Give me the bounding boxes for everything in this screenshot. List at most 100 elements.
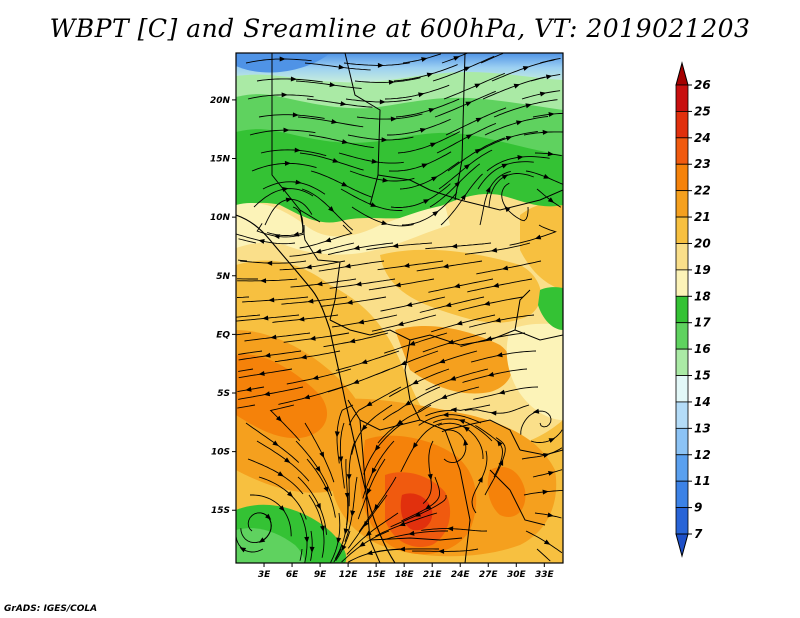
streamline	[482, 76, 546, 100]
streamline	[520, 410, 552, 435]
streamline	[344, 476, 358, 542]
streamline	[425, 242, 492, 250]
lon-tick-label: 3E	[258, 570, 271, 580]
map-title: WBPT [C] and Sreamline at 600hPa, VT: 20…	[49, 14, 751, 43]
colorbar-swatch	[675, 454, 689, 482]
streamline-arrowhead	[494, 317, 501, 323]
streamline-arrowhead	[440, 394, 448, 399]
streamline	[475, 131, 538, 154]
streamline-arrowhead	[534, 234, 542, 240]
streamline	[238, 238, 257, 244]
streamline	[440, 173, 483, 226]
streamline-arrowhead	[451, 243, 458, 249]
streamline	[318, 260, 385, 272]
streamline	[480, 53, 504, 64]
streamline	[399, 161, 460, 190]
colorbar-label: 15	[694, 369, 711, 383]
streamline	[431, 314, 496, 333]
lat-tick-label: 5N	[216, 272, 230, 282]
streamline-arrowhead	[548, 471, 555, 476]
streamline-arrowhead	[361, 359, 368, 364]
streamline-arrowhead	[331, 119, 338, 124]
streamline	[443, 72, 505, 100]
streamline-arrowhead	[496, 352, 503, 358]
streamline	[256, 440, 310, 482]
streamline-arrowhead	[406, 302, 413, 307]
streamline-arrowhead	[399, 546, 406, 552]
streamline-arrowhead	[453, 56, 460, 61]
streamline	[339, 422, 345, 489]
streamline-arrowhead	[363, 520, 369, 528]
latitude-axis: 20N 15N 10N 5N EQ 5S 10S 15S	[210, 96, 236, 516]
streamline-arrowhead	[517, 155, 524, 160]
lon-tick-label: 18E	[395, 570, 415, 580]
streamline	[323, 332, 389, 348]
streamline	[441, 429, 467, 464]
streamline-arrowhead	[522, 66, 530, 71]
streamline	[258, 114, 325, 119]
streamline-arrowhead	[418, 92, 425, 98]
lat-tick-label: 10S	[211, 448, 230, 458]
colorbar-max-arrow	[675, 61, 689, 86]
streamline-arrowhead	[357, 319, 365, 325]
streamline-arrowhead	[428, 108, 435, 113]
streamline	[349, 170, 415, 182]
map-frame	[235, 52, 564, 564]
streamline	[447, 137, 505, 172]
streamline	[421, 528, 488, 532]
streamline-arrowhead	[539, 91, 547, 97]
streamline-arrowhead	[366, 401, 373, 407]
streamline-arrowhead	[258, 371, 265, 376]
streamline-arrowhead	[400, 360, 407, 366]
streamline	[310, 530, 313, 561]
streamline-arrowhead	[374, 504, 380, 511]
streamline-arrowhead	[316, 281, 323, 287]
streamline-arrowhead	[501, 265, 509, 271]
streamline-arrowhead	[442, 263, 449, 269]
streamline-arrowhead	[547, 197, 555, 203]
streamline-arrowhead	[542, 489, 549, 495]
streamline-arrowhead	[497, 440, 503, 447]
streamline-arrowhead	[477, 476, 483, 483]
streamline-arrowhead	[463, 66, 471, 72]
streamline	[464, 404, 530, 414]
field-16c-southwest	[236, 528, 305, 563]
streamline	[488, 173, 534, 208]
streamline	[437, 422, 484, 459]
streamline-arrowhead	[501, 163, 508, 169]
streamline-arrowhead	[525, 103, 532, 109]
field-19c-band	[236, 202, 450, 255]
streamline	[401, 476, 441, 522]
streamline-arrowhead	[294, 147, 301, 153]
streamline-arrowhead	[390, 116, 397, 122]
streamline-arrowhead	[258, 239, 265, 244]
lat-tick-label: 15N	[210, 155, 231, 165]
streamline-arrowhead	[304, 536, 310, 543]
field-17c-east	[538, 287, 563, 330]
streamline-arrowhead	[424, 504, 432, 510]
streamline-arrowhead	[262, 315, 269, 321]
streamline-arrowhead	[284, 457, 291, 463]
colorbar-label: 22	[694, 184, 711, 198]
streamline	[290, 278, 357, 288]
streamline-arrowhead	[277, 471, 284, 477]
streamline	[236, 332, 252, 336]
streamline	[334, 494, 349, 560]
streamline-arrowhead	[349, 338, 356, 344]
streamline-arrowhead	[450, 407, 457, 413]
streamline-arrowhead	[432, 210, 439, 217]
streamline	[388, 151, 452, 172]
streamline-arrowhead	[273, 234, 280, 239]
streamline	[419, 296, 485, 313]
lat-tick-label: 10N	[210, 213, 231, 223]
longitude-axis: 3E 6E 9E 12E 15E 18E 21E 24E 27E 30E 33E	[258, 563, 554, 580]
streamline-arrowhead	[268, 297, 275, 303]
streamline-arrowhead	[463, 426, 470, 432]
streamline-arrowhead	[281, 92, 288, 98]
streamline	[476, 260, 542, 275]
streamline	[382, 530, 448, 541]
streamline-arrowhead	[320, 525, 325, 532]
streamline	[390, 183, 451, 208]
streamline	[299, 152, 364, 171]
streamline	[278, 386, 343, 405]
